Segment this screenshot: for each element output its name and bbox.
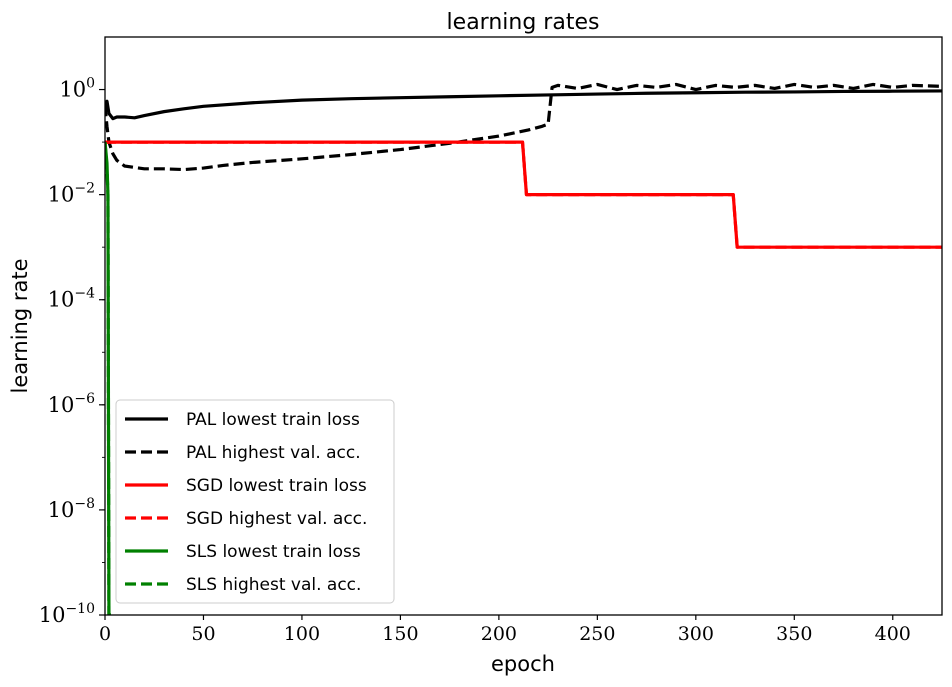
chart-title: learning rates (447, 10, 600, 35)
x-tick-label: 300 (678, 623, 714, 645)
x-tick-label: 400 (875, 623, 911, 645)
x-axis-label: epoch (491, 652, 555, 676)
legend-label: SGD highest val. acc. (186, 509, 367, 529)
series-line-1 (105, 82, 942, 172)
legend-label: PAL lowest train loss (186, 410, 360, 430)
x-tick-label: 150 (382, 623, 418, 645)
x-tick-label: 350 (776, 623, 812, 645)
legend-box (115, 399, 395, 604)
x-tick-label: 250 (579, 623, 615, 645)
y-axis-label: learning rate (8, 258, 32, 393)
legend-label: SLS highest val. acc. (186, 575, 361, 595)
legend-label: PAL highest val. acc. (186, 443, 361, 463)
y-tick-label: 10−2 (48, 181, 95, 207)
plot-frame (104, 36, 943, 616)
y-tick-label: 10−8 (48, 496, 95, 522)
series-layer (105, 82, 942, 615)
series-line-3 (105, 140, 942, 249)
y-tick-label: 10−6 (48, 391, 95, 417)
legend-label: SGD lowest train loss (186, 476, 367, 496)
y-tick-label: 10−4 (48, 286, 95, 312)
series-line-0 (105, 89, 942, 121)
x-tick-label: 0 (99, 623, 111, 645)
series-line-5 (105, 141, 111, 615)
legend-label: SLS lowest train loss (186, 542, 361, 562)
y-tick-label: 10−10 (39, 601, 95, 627)
y-axis-ticks: 100 10−2 10−4 10−6 10−8 10−10 (39, 76, 105, 627)
x-axis-ticks: 0 50 100 150 200 250 300 350 400 (99, 615, 911, 645)
legend: PAL lowest train loss PAL highest val. ac… (115, 399, 395, 604)
x-tick-label: 50 (191, 623, 215, 645)
series-line-2 (105, 140, 942, 249)
x-tick-label: 100 (284, 623, 320, 645)
y-tick-label: 100 (59, 76, 95, 102)
x-tick-label: 200 (481, 623, 517, 645)
